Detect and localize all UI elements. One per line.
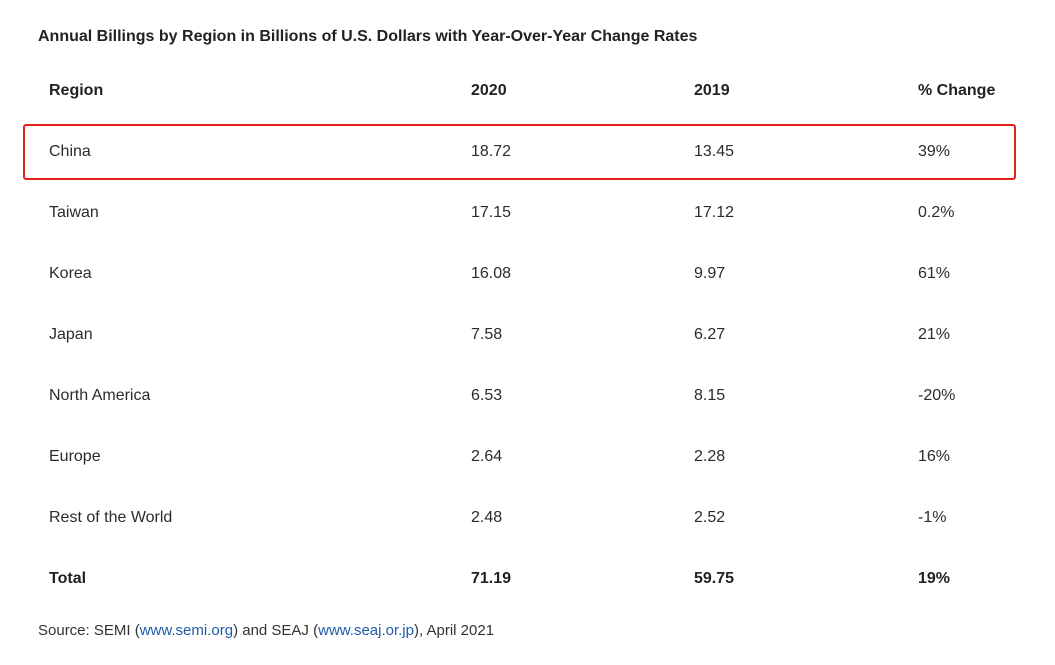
table-cell-change: 0.2% xyxy=(918,203,955,221)
source-suffix: ), April 2021 xyxy=(413,622,495,639)
seaj-link[interactable]: www.seaj.or.jp xyxy=(318,622,414,639)
table-cell-change: -1% xyxy=(918,508,947,526)
table-cell-2020: 18.72 xyxy=(471,142,512,160)
table-title: Annual Billings by Region in Billions of… xyxy=(38,28,698,45)
source-note: Source: SEMI (www.semi.org) and SEAJ (ww… xyxy=(38,622,494,639)
table-body: China 18.72 13.45 39% Taiwan 17.15 17.12 0.2% Ko… xyxy=(23,121,1035,548)
table-cell-2020: 7.58 xyxy=(471,325,503,343)
table-cell-region: Rest of the World xyxy=(49,508,173,526)
source-prefix: Source: SEMI ( xyxy=(38,622,140,639)
table-cell-2020: 2.64 xyxy=(471,447,503,465)
table-header-row: Region 2020 2019 % Change xyxy=(23,60,1035,121)
table-cell-change: 16% xyxy=(918,447,951,465)
table-cell-region: China xyxy=(49,142,91,160)
header-cell-change: % Change xyxy=(918,81,996,99)
table-cell-change: 39% xyxy=(918,142,951,160)
table-row: Korea 16.08 9.97 61% xyxy=(23,243,1035,304)
total-cell-change: 19% xyxy=(918,569,951,587)
table-row: Rest of the World 2.48 2.52 -1% xyxy=(23,487,1035,548)
total-cell-label: Total xyxy=(49,569,87,587)
table-cell-2020: 16.08 xyxy=(471,264,512,282)
table-cell-change: 21% xyxy=(918,325,951,343)
table-cell-region: North America xyxy=(49,386,151,404)
table-cell-region: Taiwan xyxy=(49,203,99,221)
table-cell-region: Japan xyxy=(49,325,93,343)
table-cell-2019: 13.45 xyxy=(694,142,735,160)
source-middle: ) and SEAJ ( xyxy=(233,622,319,639)
total-cell-2020: 71.19 xyxy=(471,569,512,587)
total-cell-2019: 59.75 xyxy=(694,569,735,587)
table-row: Taiwan 17.15 17.12 0.2% xyxy=(23,182,1035,243)
semi-link[interactable]: www.semi.org xyxy=(139,622,234,639)
table-row: North America 6.53 8.15 -20% xyxy=(23,365,1035,426)
header-cell-2020: 2020 xyxy=(471,81,507,99)
table-row: China 18.72 13.45 39% xyxy=(23,121,1035,182)
table-row: Japan 7.58 6.27 21% xyxy=(23,304,1035,365)
table-cell-2019: 2.28 xyxy=(694,447,726,465)
header-cell-region: Region xyxy=(49,81,104,99)
table-cell-change: -20% xyxy=(918,386,956,404)
table-cell-2020: 17.15 xyxy=(471,203,512,221)
table-total-row: Total 71.19 59.75 19% xyxy=(23,548,1035,609)
table-cell-2019: 8.15 xyxy=(694,386,726,404)
table-cell-region: Europe xyxy=(49,447,101,465)
billings-table: Region 2020 2019 % Change China 18.72 13.4… xyxy=(23,60,1035,609)
table-cell-2020: 2.48 xyxy=(471,508,503,526)
header-cell-2019: 2019 xyxy=(694,81,730,99)
table-cell-2020: 6.53 xyxy=(471,386,503,404)
table-cell-2019: 6.27 xyxy=(694,325,726,343)
table-row: Europe 2.64 2.28 16% xyxy=(23,426,1035,487)
table-cell-2019: 2.52 xyxy=(694,508,726,526)
table-cell-change: 61% xyxy=(918,264,951,282)
table-cell-2019: 9.97 xyxy=(694,264,726,282)
table-cell-2019: 17.12 xyxy=(694,203,735,221)
table-cell-region: Korea xyxy=(49,264,92,282)
